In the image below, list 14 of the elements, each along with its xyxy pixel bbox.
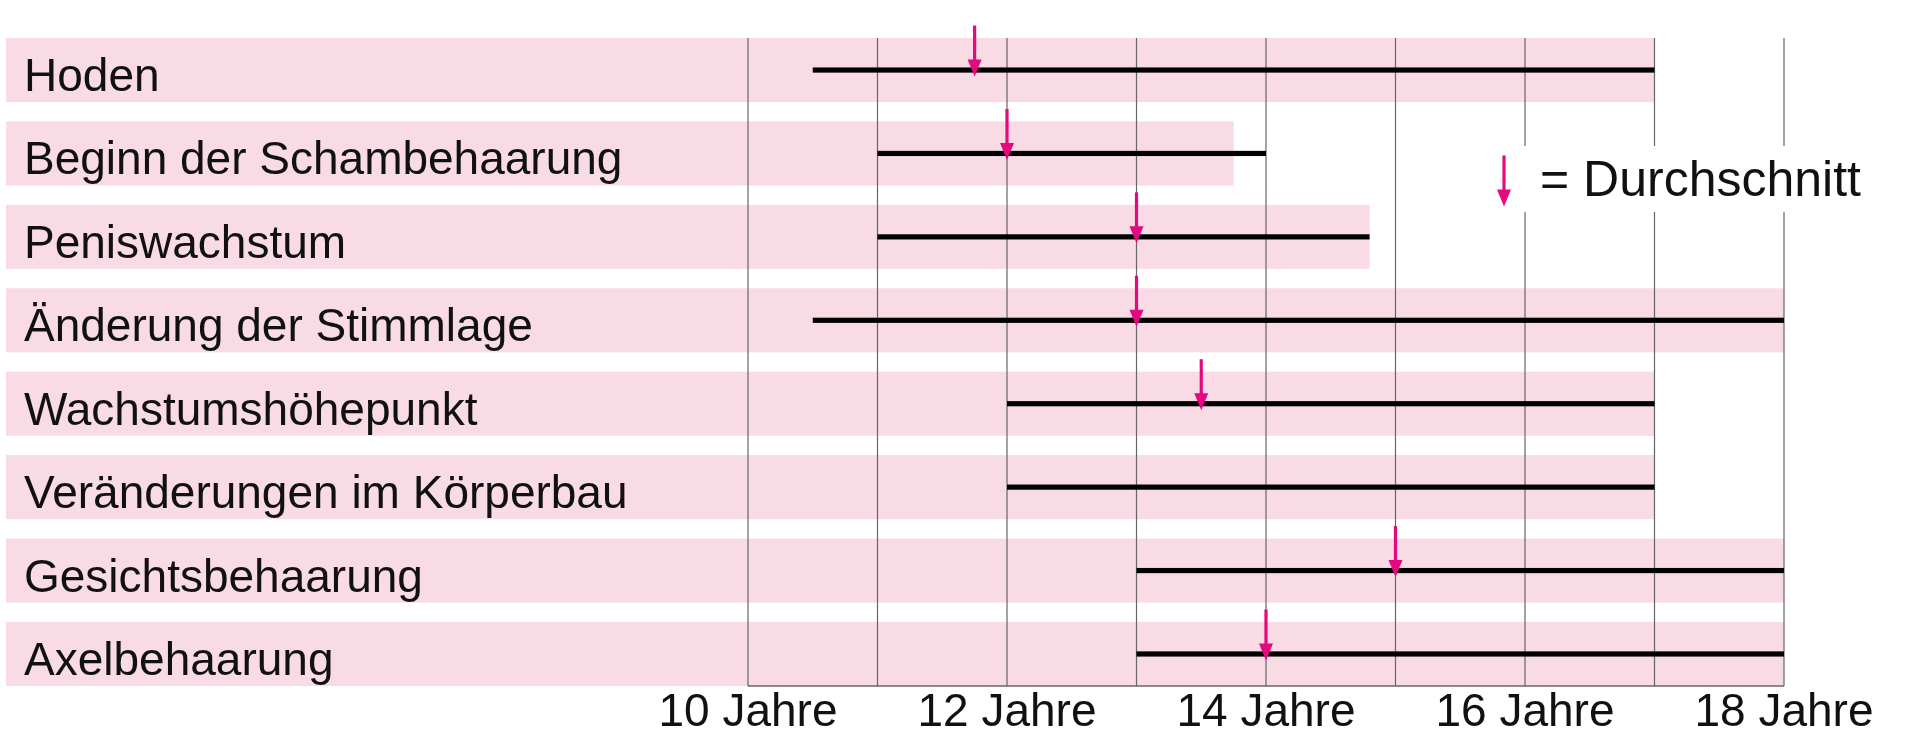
x-tick-label: 10 Jahre — [658, 684, 838, 736]
x-tick-label: 18 Jahre — [1694, 684, 1874, 736]
y-tick-label: Veränderungen im Körperbau — [24, 466, 628, 519]
legend-label: = Durchschnitt — [1540, 151, 1862, 207]
x-tick-label: 16 Jahre — [1435, 684, 1615, 736]
x-tick-label: 14 Jahre — [1176, 684, 1356, 736]
y-tick-label: Peniswachstum — [24, 215, 347, 268]
y-tick-label: Hoden — [24, 49, 160, 102]
y-tick-label: Änderung der Stimmlage — [24, 299, 533, 352]
y-tick-label: Beginn der Schambehaarung — [24, 132, 623, 185]
y-tick-label: Gesichtsbehaarung — [24, 549, 423, 602]
x-tick-label: 12 Jahre — [917, 684, 1097, 736]
y-tick-label: Axelbehaarung — [24, 632, 334, 685]
y-tick-label: Wachstumshöhepunkt — [24, 382, 478, 435]
